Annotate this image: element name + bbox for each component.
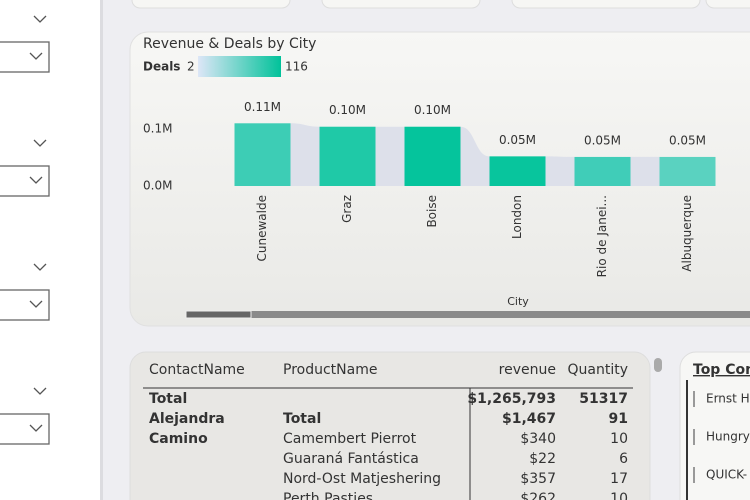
side-item: Ernst Ha bbox=[706, 392, 750, 406]
table-cell: 17 bbox=[610, 471, 628, 487]
bar bbox=[404, 126, 461, 186]
data-label: 0.10M bbox=[414, 103, 451, 117]
ribbon bbox=[290, 123, 320, 186]
data-label: 0.05M bbox=[669, 133, 706, 147]
item-marker bbox=[693, 391, 695, 407]
legend-min: 2 bbox=[187, 60, 195, 74]
column-header: ProductName bbox=[283, 362, 377, 378]
side-item: Hungry bbox=[706, 430, 750, 444]
scrollbar-thumb[interactable] bbox=[185, 310, 252, 319]
column-header: revenue bbox=[499, 362, 556, 378]
ribbon bbox=[630, 156, 660, 186]
side-title: Top Con bbox=[693, 362, 750, 378]
x-tick-label: London bbox=[510, 195, 524, 239]
legend-title: Deals bbox=[143, 60, 180, 74]
x-tick-label: Boise bbox=[425, 195, 439, 228]
y-tick-label: 0.0M bbox=[143, 179, 172, 193]
table-cell: Alejandra bbox=[149, 411, 225, 427]
slicers bbox=[0, 15, 50, 445]
legend-max: 116 bbox=[285, 60, 308, 74]
ribbon bbox=[545, 156, 575, 186]
scrollbar bbox=[186, 311, 750, 318]
legend-gradient bbox=[198, 56, 281, 77]
table-card bbox=[129, 351, 651, 500]
data-label: 0.11M bbox=[244, 100, 281, 114]
ribbon bbox=[460, 126, 490, 186]
table-cell: Nord-Ost Matjeshering bbox=[283, 471, 441, 487]
table-cell: 91 bbox=[609, 411, 628, 427]
bar bbox=[489, 156, 546, 186]
table-cell: $22 bbox=[529, 451, 556, 467]
column-header: Quantity bbox=[568, 362, 629, 378]
item-marker bbox=[693, 467, 695, 483]
x-axis-title: City bbox=[507, 295, 529, 308]
table-cell: $1,265,793 bbox=[467, 391, 556, 407]
table-cell: 10 bbox=[610, 431, 628, 447]
bar bbox=[234, 123, 291, 186]
table-cell: Camino bbox=[149, 431, 208, 447]
side-card bbox=[679, 351, 750, 500]
table-cell: 10 bbox=[610, 491, 628, 500]
table-cell: Total bbox=[149, 391, 187, 407]
table-cell: Perth Pasties bbox=[283, 491, 373, 500]
table-cell: $357 bbox=[520, 471, 556, 487]
item-marker bbox=[693, 429, 695, 445]
table-scroll[interactable] bbox=[654, 358, 662, 372]
ribbon bbox=[375, 126, 405, 186]
top-cards bbox=[131, 0, 750, 9]
table-cell: Guaraná Fantástica bbox=[283, 451, 419, 467]
bar bbox=[319, 126, 376, 186]
table-cell: $1,467 bbox=[502, 411, 556, 427]
sidebar bbox=[0, 0, 100, 500]
table-cell: $340 bbox=[520, 431, 556, 447]
x-tick-label: Rio de Janei... bbox=[595, 195, 609, 277]
side-item: QUICK- bbox=[706, 468, 747, 482]
sidebar-shadow bbox=[100, 0, 103, 500]
table-cell: Total bbox=[283, 411, 321, 427]
side-list: Ernst Ha Hungry QUICK- bbox=[693, 391, 750, 483]
data-label: 0.05M bbox=[584, 133, 621, 147]
table-cell: 51317 bbox=[579, 391, 628, 407]
y-tick-label: 0.1M bbox=[143, 122, 172, 136]
table-cell: $262 bbox=[520, 491, 556, 500]
column-header: ContactName bbox=[149, 362, 245, 378]
x-tick-label: Graz bbox=[340, 195, 354, 223]
x-tick-label: Cunewalde bbox=[255, 195, 269, 261]
plot: 0.0M 0.1M 0.11M Cunewalde 0.10M Graz 0.10M Bois… bbox=[143, 100, 716, 277]
bar bbox=[659, 156, 716, 186]
data-label: 0.05M bbox=[499, 133, 536, 147]
table-cell: Camembert Pierrot bbox=[283, 431, 417, 447]
table-cell: 6 bbox=[619, 451, 628, 467]
chart-title: Revenue & Deals by City bbox=[143, 36, 316, 52]
table: ContactName ProductName revenue Quantity Tot… bbox=[149, 362, 628, 500]
bar bbox=[574, 156, 631, 186]
x-tick-label: Albuquerque bbox=[680, 195, 694, 272]
data-label: 0.10M bbox=[329, 103, 366, 117]
